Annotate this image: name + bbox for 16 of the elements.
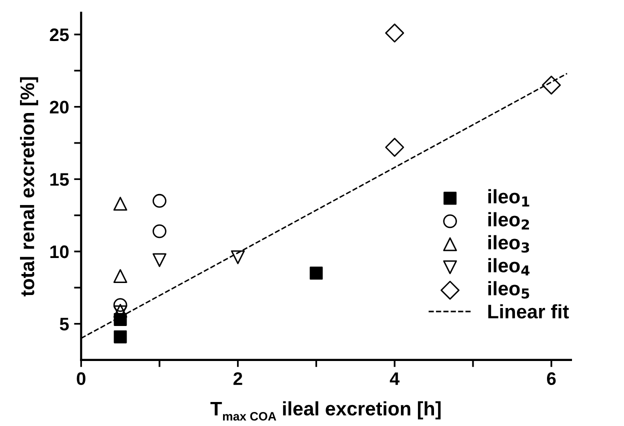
y-tick-label: 20: [50, 100, 69, 114]
y-tick-label: 5: [60, 318, 69, 331]
y-tick-label: 25: [50, 28, 69, 42]
legend-label: ileo$_{3}$: [488, 235, 530, 253]
x-tick-label: 4: [390, 372, 400, 385]
legend-label: Linear fit: [488, 304, 569, 318]
y-tick-label: 10: [50, 245, 69, 258]
x-tick-label: 6: [547, 372, 556, 386]
legend-label: ileo$_{1}$: [488, 189, 530, 206]
legend-label: ileo$_{5}$: [488, 281, 530, 299]
x-tick-label: 0: [76, 372, 86, 386]
legend-label: ileo$_{2}$: [488, 212, 529, 230]
y-tick-label: 15: [50, 173, 69, 186]
legend-label: ileo$_{4}$: [488, 258, 530, 276]
x-tick-label: 2: [233, 372, 242, 385]
y-axis-title: total renal excretion [%]: [20, 77, 38, 296]
